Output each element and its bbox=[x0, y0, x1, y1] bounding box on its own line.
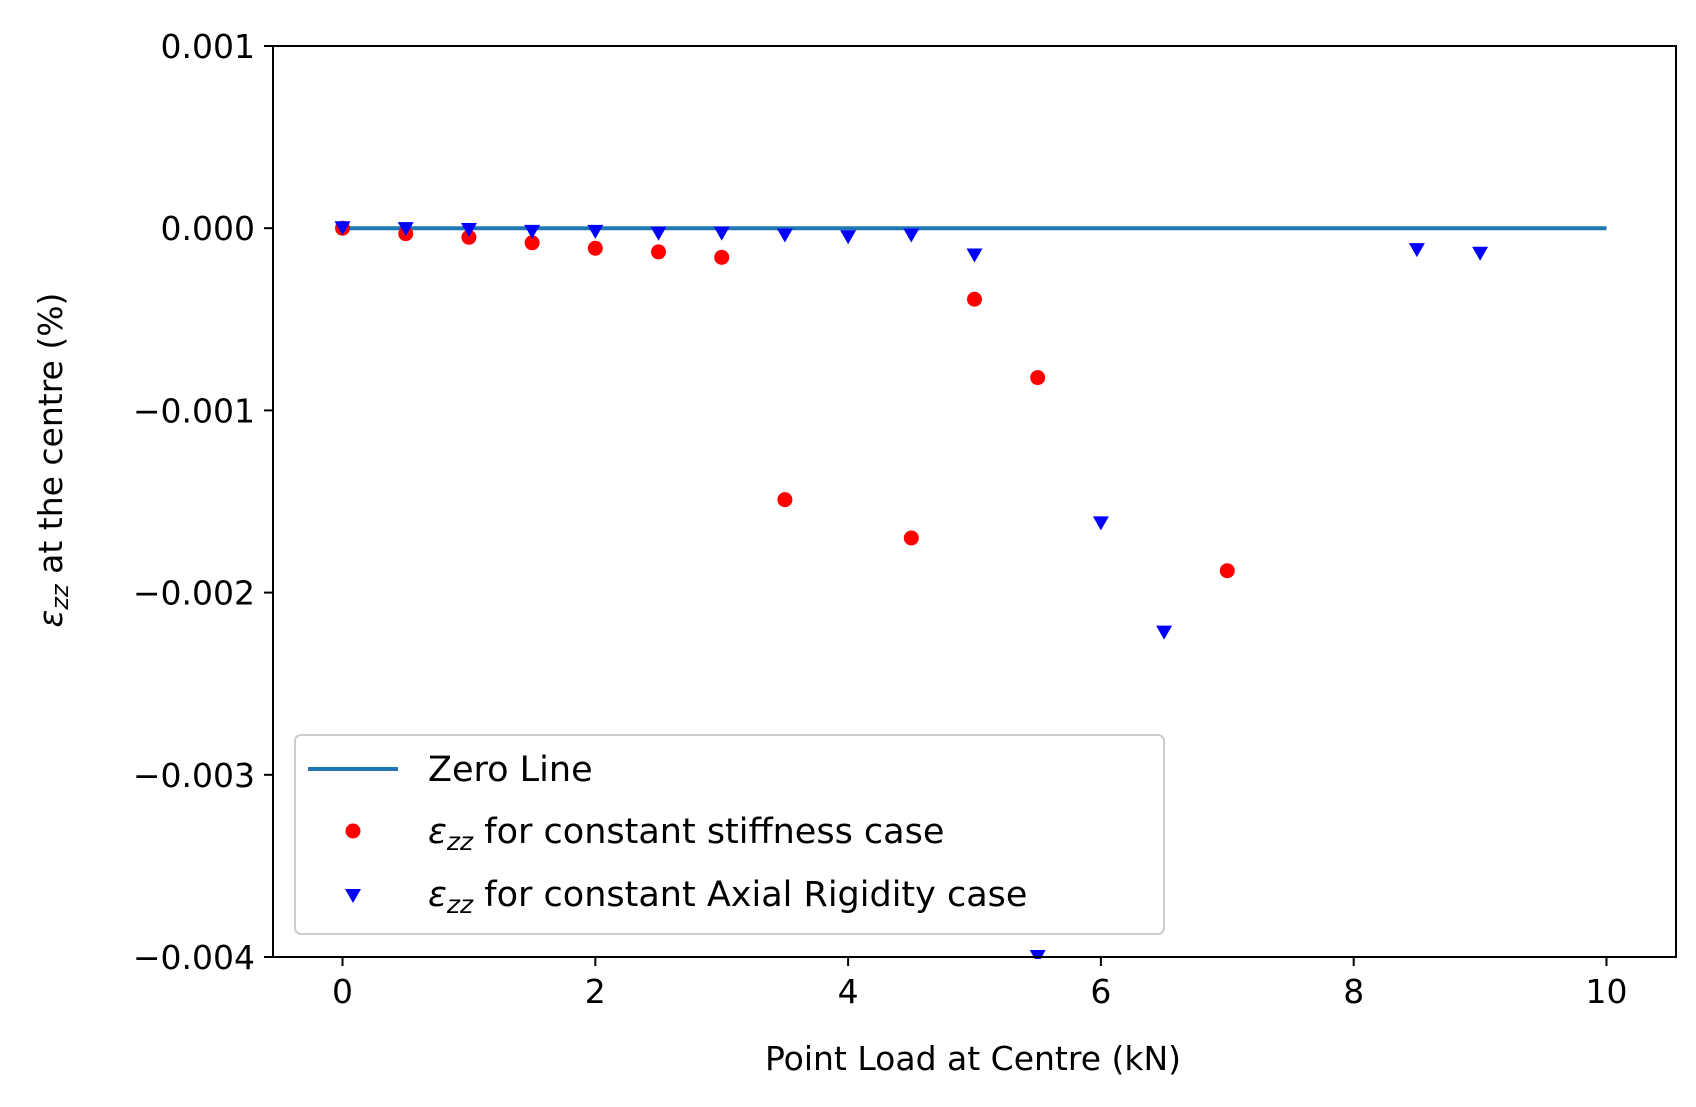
constant-stiffness-point bbox=[714, 249, 730, 265]
constant-stiffness-point bbox=[461, 229, 477, 245]
x-axis-label: Point Load at Centre (kN) bbox=[765, 1039, 1181, 1078]
x-axis: 0 2 4 6 8 10 bbox=[332, 957, 1627, 1011]
axial-rigidity-point bbox=[650, 226, 667, 241]
axial-rigidity-point bbox=[334, 221, 351, 236]
axial-rigidity-point bbox=[713, 226, 730, 241]
x-tick-label: 10 bbox=[1585, 972, 1627, 1011]
y-tick-label: 0.001 bbox=[161, 27, 255, 66]
x-tick-label: 2 bbox=[585, 972, 606, 1011]
legend: Zero Line εzz for constant stiffness cas… bbox=[294, 734, 1165, 935]
y-tick-label: −0.003 bbox=[133, 756, 255, 795]
legend-entry-constant-axial-rigidity: εzz for constant Axial Rigidity case bbox=[428, 875, 1027, 919]
x-tick-label: 4 bbox=[838, 972, 859, 1011]
x-tick-label: 8 bbox=[1343, 972, 1364, 1011]
legend-circle-marker bbox=[345, 823, 361, 839]
legend-frame bbox=[294, 734, 1165, 935]
axial-rigidity-point bbox=[1092, 516, 1109, 531]
constant-stiffness-point bbox=[587, 240, 603, 256]
x-tick-label: 6 bbox=[1090, 972, 1111, 1011]
constant-stiffness-point bbox=[777, 492, 793, 508]
axial-rigidity-point bbox=[524, 224, 541, 239]
axial-rigidity-point bbox=[587, 224, 604, 239]
legend-triangle-marker bbox=[345, 889, 361, 903]
legend-entry-zero-line: Zero Line bbox=[428, 750, 593, 790]
y-tick-label: −0.004 bbox=[133, 938, 255, 977]
constant-stiffness-point bbox=[651, 244, 667, 260]
axial-rigidity-point bbox=[1408, 243, 1425, 258]
constant-stiffness-point bbox=[524, 235, 540, 251]
x-tick-label: 0 bbox=[332, 972, 353, 1011]
axial-rigidity-point bbox=[903, 228, 920, 243]
constant-stiffness-point bbox=[903, 530, 919, 546]
legend-entry-constant-stiffness: εzz for constant stiffness case bbox=[428, 812, 944, 856]
axial-rigidity-point bbox=[1472, 246, 1489, 261]
y-tick-label: −0.001 bbox=[133, 391, 255, 430]
axial-rigidity-point bbox=[840, 230, 857, 245]
constant-stiffness-point bbox=[967, 291, 982, 307]
y-axis-label: εzz at the centre (%) bbox=[31, 293, 74, 628]
axial-rigidity-point bbox=[776, 228, 793, 243]
axial-rigidity-point bbox=[397, 222, 414, 237]
axial-rigidity-point bbox=[460, 223, 477, 238]
plot-marks bbox=[334, 220, 1607, 959]
y-tick-label: 0.000 bbox=[161, 209, 255, 248]
y-axis: 0.001 0.000 −0.001 −0.002 −0.003 −0.004 bbox=[133, 27, 273, 977]
axial-rigidity-point bbox=[966, 248, 983, 263]
plot-frame bbox=[272, 45, 1677, 958]
plot-area bbox=[272, 45, 1677, 959]
y-tick-label: −0.002 bbox=[133, 574, 255, 613]
constant-stiffness-point bbox=[1219, 563, 1235, 579]
constant-stiffness-point bbox=[1030, 370, 1046, 386]
axial-rigidity-point bbox=[1156, 625, 1173, 640]
